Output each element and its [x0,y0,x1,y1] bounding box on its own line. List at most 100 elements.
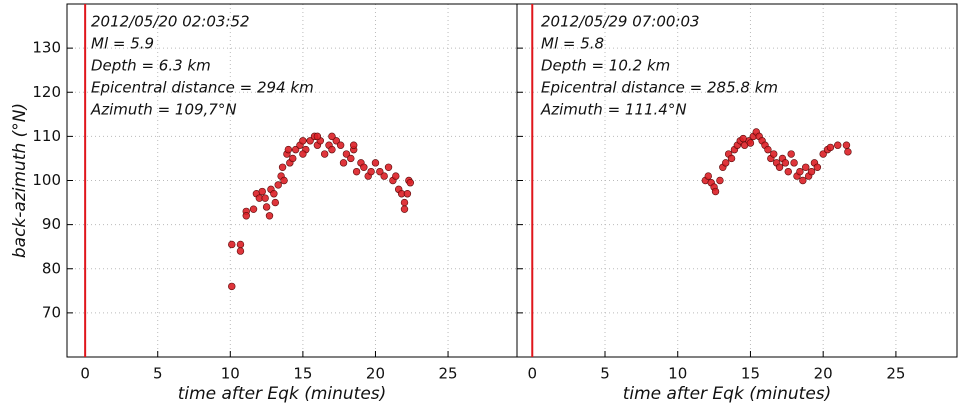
data-point [813,163,822,171]
x-tick-label: 0 [527,365,537,383]
x-axis-label: time after Eqk (minutes) [623,384,832,404]
data-point [320,150,329,158]
data-point [746,139,755,147]
data-point [261,194,269,202]
data-point [403,190,412,198]
data-point [236,240,245,249]
data-point [790,159,798,167]
annotation: Epicentral distance = 294 km [91,79,314,97]
plot-frame [516,3,958,358]
data-point [313,132,322,141]
annotation: Ml = 5.9 [91,35,154,53]
data-point [376,167,384,176]
x-tick-label: 5 [600,365,610,383]
data-point [842,141,851,149]
y-tick-label: 70 [42,303,61,321]
data-point [258,187,266,196]
data-point [342,150,351,158]
annotation: Ml = 5.8 [541,35,604,53]
data-point [704,172,712,180]
data-point [228,240,236,249]
data-point [796,167,804,176]
data-point [787,150,795,158]
data-point [400,198,409,207]
x-tick-label: 10 [221,365,240,383]
data-point [384,163,393,171]
data-point [339,159,348,167]
data-point [360,163,368,171]
x-axis-label: time after Eqk (minutes) [178,384,387,404]
data-point [328,145,336,154]
x-tick-label: 25 [439,365,458,383]
data-point [802,163,810,171]
data-point [392,172,400,180]
annotation: Epicentral distance = 285.8 km [541,79,778,97]
data-point [299,137,307,145]
y-tick-label: 130 [32,39,61,57]
annotation: Azimuth = 109,7°N [90,101,237,119]
data-point [739,134,747,143]
data-point [799,176,807,185]
data-point [336,141,345,149]
data-point [807,167,816,176]
annotation: Azimuth = 111.4°N [540,101,687,119]
data-point [826,143,835,152]
x-tick-label: 5 [153,365,163,383]
data-point [242,212,250,220]
annotation: 2012/05/29 07:00:03 [541,13,700,31]
y-tick-label: 90 [42,215,61,233]
y-tick-label: 100 [32,171,61,189]
data-point [265,212,274,220]
y-tick-label: 110 [32,127,61,145]
data-point [716,176,724,185]
data-point [274,181,282,189]
data-point [280,176,288,185]
data-point [278,163,287,171]
annotation: Depth = 10.2 km [541,57,670,75]
data-point [306,137,314,145]
data-point [328,132,336,141]
x-tick-label: 25 [886,365,905,383]
data-point [284,145,293,154]
data-point [784,167,792,176]
y-tick-label: 120 [32,83,61,101]
data-point [228,282,236,291]
data-point [347,154,355,163]
data-point [770,150,778,158]
data-point [349,141,358,149]
data-point [727,154,736,163]
data-point [249,205,258,213]
x-tick-label: 10 [668,365,687,383]
data-point [834,141,842,149]
data-point [400,205,409,213]
annotation: Depth = 6.3 km [91,57,211,75]
data-point [236,247,245,255]
data-point [352,167,361,176]
data-point [775,163,784,171]
data-point [289,154,297,163]
data-point [271,198,280,207]
data-point [332,137,340,145]
data-point [299,150,307,158]
x-tick-label: 15 [293,365,312,383]
annotation: 2012/05/20 02:03:52 [91,13,250,31]
data-point [764,145,772,154]
data-point [406,179,415,187]
x-tick-label: 0 [80,365,90,383]
x-tick-label: 20 [814,365,833,383]
data-point [711,187,720,196]
data-point [819,150,827,158]
data-point [371,159,380,167]
x-tick-label: 15 [741,365,760,383]
data-point [270,190,278,198]
data-point [367,167,375,176]
y-axis-label: back-azimuth (°N) [10,103,30,258]
data-point [262,203,271,211]
data-point [380,172,388,180]
x-tick-label: 20 [366,365,385,383]
data-point [291,145,300,154]
data-point [722,159,730,167]
data-point [781,159,790,167]
data-point [844,148,852,156]
